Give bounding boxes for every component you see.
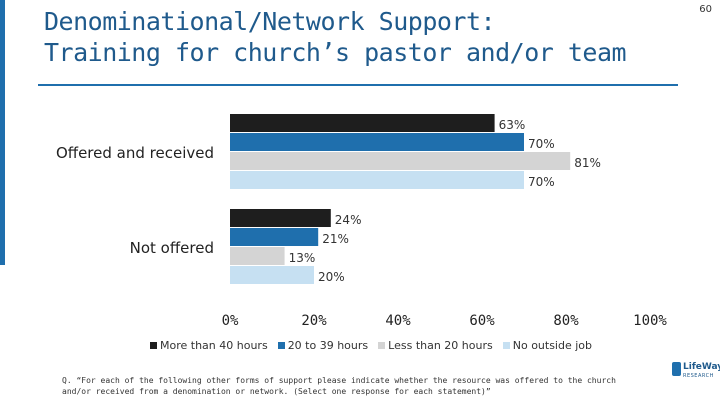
data-label: 21% (322, 232, 349, 246)
category-label: Offered and received (56, 144, 214, 162)
bar-0-0 (230, 114, 495, 132)
x-tick-label: 20% (301, 313, 327, 329)
legend-item: 20 to 39 hours (277, 339, 369, 352)
title-line-2: Training for church’s pastor and/or team (44, 38, 627, 67)
data-label: 24% (335, 213, 362, 227)
data-label: 70% (528, 137, 555, 151)
data-label: 20% (318, 270, 345, 284)
legend-label: No outside job (512, 339, 593, 352)
category-label: Not offered (130, 239, 214, 257)
legend-label: Less than 20 hours (388, 339, 493, 352)
legend-swatch (150, 342, 157, 349)
bar-0-1 (230, 133, 524, 151)
bar-1-2 (230, 247, 285, 265)
legend-item: No outside job (502, 339, 593, 352)
x-tick-label: 0% (222, 313, 239, 329)
legend-item: More than 40 hours (150, 339, 268, 352)
data-label: 63% (499, 118, 526, 132)
bar-1-0 (230, 209, 331, 227)
x-tick-label: 60% (469, 313, 495, 329)
x-tick-label: 40% (385, 313, 411, 329)
title-line-1: Denominational/Network Support: (44, 7, 496, 36)
chart-legend: More than 40 hours 20 to 39 hours Less tha… (150, 339, 592, 352)
survey-question-footnote: Q. “For each of the following other form… (62, 376, 616, 396)
bar-1-3 (230, 266, 314, 284)
page-title: Denominational/Network Support: Training… (44, 6, 684, 68)
logo-text: LifeWay (683, 362, 720, 372)
legend-label: More than 40 hours (160, 339, 268, 352)
legend-label: 20 to 39 hours (287, 339, 369, 352)
title-rule (38, 84, 678, 86)
data-label: 81% (574, 156, 601, 170)
legend-swatch (277, 342, 285, 349)
legend-item: Less than 20 hours (378, 339, 493, 352)
left-accent-bar (0, 0, 5, 265)
bar-1-1 (230, 228, 319, 246)
x-tick-label: 80% (553, 313, 579, 329)
logo-mark-icon (672, 362, 681, 376)
data-label: 70% (528, 175, 555, 189)
bar-0-3 (230, 171, 524, 189)
data-label: 13% (289, 251, 316, 265)
legend-swatch (502, 342, 510, 349)
logo-subtext: RESEARCH (683, 373, 714, 379)
page-number: 60 (699, 4, 712, 15)
x-tick-label: 100% (633, 313, 667, 329)
lifeway-logo: LifeWay RESEARCH (672, 362, 720, 392)
legend-swatch (378, 342, 386, 349)
bar-0-2 (230, 152, 571, 170)
